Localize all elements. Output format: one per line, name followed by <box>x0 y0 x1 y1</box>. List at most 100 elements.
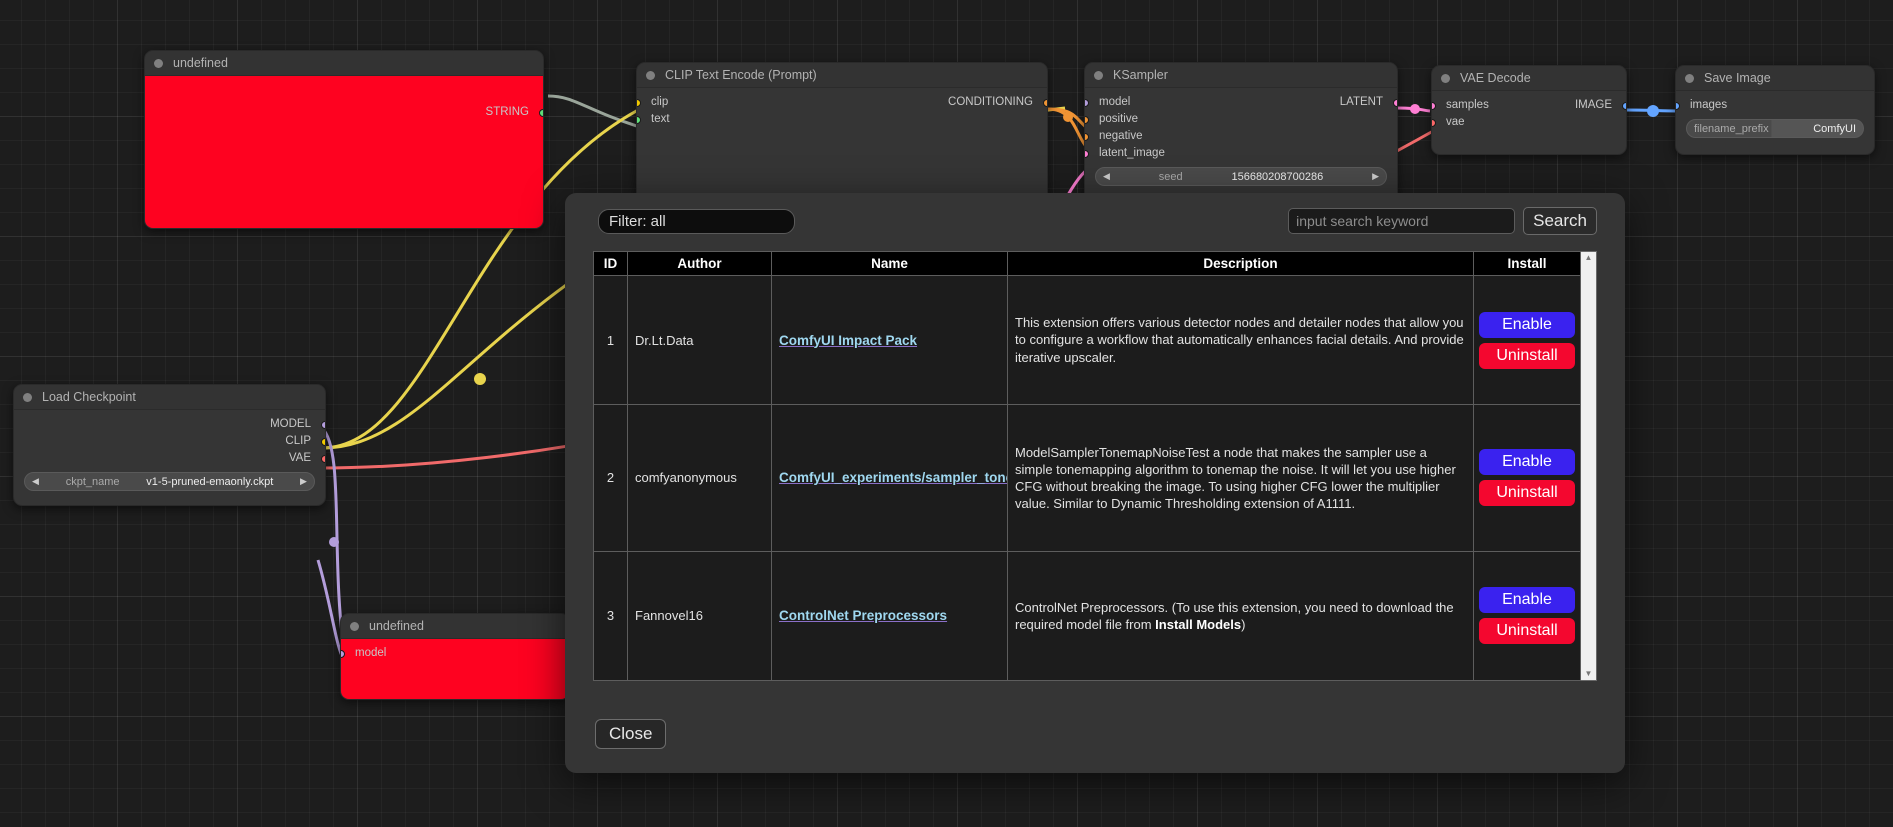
collapse-dot-icon[interactable] <box>1685 73 1694 83</box>
node-title-text: undefined <box>369 619 424 633</box>
collapse-dot-icon[interactable] <box>350 621 359 631</box>
node-title-bar[interactable]: Load Checkpoint <box>14 385 325 410</box>
cell-author: Fannovel16 <box>627 550 772 682</box>
extension-link[interactable]: ControlNet Preprocessors <box>779 608 948 624</box>
node-output-slot-conditioning[interactable]: CONDITIONING <box>637 94 1047 111</box>
table-scrollbar[interactable]: ▲ ▼ <box>1581 251 1597 681</box>
decrement-arrow-icon[interactable]: ◀ <box>1103 171 1110 181</box>
cell-description: This extension offers various detector n… <box>1007 274 1474 406</box>
extension-manager-dialog: Filter: allFilter: installedFilter: not … <box>565 193 1625 773</box>
enable-button[interactable]: Enable <box>1479 311 1575 338</box>
extension-table: ID Author Name Description Install 1 Dr.… <box>593 251 1581 682</box>
node-undefined-string[interactable]: undefined STRING <box>144 50 544 229</box>
node-load-checkpoint[interactable]: Load Checkpoint MODEL CLIP VAE ◀ ckpt_na… <box>13 384 326 506</box>
node-output-slot-image[interactable]: IMAGE <box>1432 97 1626 114</box>
node-vae-decode[interactable]: VAE Decode samples vae IMAGE <box>1431 65 1627 155</box>
slot-label: clip <box>651 96 669 108</box>
port-dot-icon[interactable] <box>539 108 543 117</box>
slot-label: CONDITIONING <box>948 96 1033 108</box>
uninstall-button[interactable]: Uninstall <box>1479 480 1575 507</box>
port-dot-icon[interactable] <box>1432 118 1436 127</box>
node-title-bar[interactable]: undefined <box>145 51 543 76</box>
extension-link[interactable]: ComfyUI Impact Pack <box>779 332 918 348</box>
node-clip-text-encode[interactable]: CLIP Text Encode (Prompt) clip text COND… <box>636 62 1048 209</box>
node-title-text: Load Checkpoint <box>42 390 136 404</box>
cell-id: 3 <box>593 550 628 682</box>
port-dot-icon[interactable] <box>1085 132 1089 141</box>
node-title-bar[interactable]: undefined <box>341 614 569 639</box>
seed-widget[interactable]: ◀ seed 156680208700286 ▶ <box>1095 167 1387 186</box>
node-title-text: KSampler <box>1113 68 1168 82</box>
node-input-slot-text[interactable]: text <box>637 111 1047 128</box>
node-output-slot-vae[interactable]: VAE <box>14 450 325 467</box>
uninstall-button[interactable]: Uninstall <box>1479 342 1575 369</box>
node-title-bar[interactable]: KSampler <box>1085 63 1397 88</box>
node-output-slot[interactable]: STRING <box>145 104 543 121</box>
slot-label: VAE <box>288 452 311 464</box>
close-button[interactable]: Close <box>595 719 667 749</box>
node-input-slot-positive[interactable]: positive <box>1085 111 1397 128</box>
node-title-bar[interactable]: CLIP Text Encode (Prompt) <box>637 63 1047 88</box>
node-output-slot-model[interactable]: MODEL <box>14 416 325 433</box>
node-input-slot-clip[interactable]: clip <box>637 94 1047 111</box>
filter-select[interactable]: Filter: allFilter: installedFilter: not … <box>598 208 795 234</box>
node-title-text: undefined <box>173 56 228 70</box>
node-title-bar[interactable]: VAE Decode <box>1432 66 1626 91</box>
cell-description: ModelSamplerTonemapNoiseTest a node that… <box>1007 404 1474 552</box>
collapse-dot-icon[interactable] <box>1441 73 1450 83</box>
collapse-dot-icon[interactable] <box>1094 70 1103 80</box>
node-input-slot-vae[interactable]: vae <box>1432 114 1626 131</box>
port-dot-icon[interactable] <box>1432 101 1436 110</box>
node-input-slot-latent-image[interactable]: latent_image <box>1085 145 1397 162</box>
scroll-up-arrow-icon[interactable]: ▲ <box>1584 253 1593 262</box>
node-input-slot-samples[interactable]: samples <box>1432 97 1626 114</box>
port-dot-icon[interactable] <box>1043 98 1047 107</box>
node-output-slot-latent[interactable]: LATENT <box>1085 94 1397 111</box>
search-input[interactable] <box>1288 208 1516 234</box>
node-output-slot-clip[interactable]: CLIP <box>14 433 325 450</box>
enable-button[interactable]: Enable <box>1479 587 1575 614</box>
node-undefined-model[interactable]: undefined model <box>340 613 570 700</box>
port-dot-icon[interactable] <box>1622 101 1626 110</box>
ckpt-name-widget[interactable]: ◀ ckpt_name v1-5-pruned-emaonly.ckpt ▶ <box>24 472 315 491</box>
node-title-bar[interactable]: Save Image <box>1676 66 1874 91</box>
cell-id: 1 <box>593 274 628 406</box>
port-dot-icon[interactable] <box>341 649 345 658</box>
increment-arrow-icon[interactable]: ▶ <box>300 476 307 486</box>
node-ksampler[interactable]: KSampler model positive negative latent_… <box>1084 62 1398 209</box>
node-save-image[interactable]: Save Image images filename_prefix ComfyU… <box>1675 65 1875 155</box>
port-dot-icon[interactable] <box>321 420 325 429</box>
cell-install: Enable Uninstall <box>1473 550 1581 682</box>
port-dot-icon[interactable] <box>1085 98 1089 107</box>
slot-label: IMAGE <box>1574 99 1612 111</box>
node-body: clip text CONDITIONING <box>637 88 1047 208</box>
increment-arrow-icon[interactable]: ▶ <box>1372 171 1379 181</box>
port-dot-icon[interactable] <box>321 437 325 446</box>
search-button[interactable]: Search <box>1523 207 1597 235</box>
node-input-slot-model[interactable]: model <box>1085 94 1397 111</box>
decrement-arrow-icon[interactable]: ◀ <box>32 476 39 486</box>
enable-button[interactable]: Enable <box>1479 449 1575 476</box>
cell-id: 2 <box>593 404 628 552</box>
collapse-dot-icon[interactable] <box>646 70 655 80</box>
extension-link[interactable]: ComfyUI_experiments/sampler_tonemap <box>779 470 1007 486</box>
node-body: STRING <box>145 76 543 228</box>
port-dot-icon[interactable] <box>637 98 641 107</box>
collapse-dot-icon[interactable] <box>23 392 32 402</box>
node-input-slot-negative[interactable]: negative <box>1085 128 1397 145</box>
column-header-name: Name <box>771 251 1008 276</box>
filename-prefix-widget[interactable]: filename_prefix ComfyUI <box>1686 119 1864 138</box>
port-dot-icon[interactable] <box>321 454 325 463</box>
node-title-text: Save Image <box>1704 71 1771 85</box>
port-dot-icon[interactable] <box>1085 115 1089 124</box>
column-header-install: Install <box>1473 251 1581 276</box>
scroll-down-arrow-icon[interactable]: ▼ <box>1584 669 1593 678</box>
port-dot-icon[interactable] <box>637 115 641 124</box>
collapse-dot-icon[interactable] <box>154 58 163 68</box>
uninstall-button[interactable]: Uninstall <box>1479 618 1575 645</box>
node-input-slot-images[interactable]: images <box>1676 97 1874 114</box>
node-input-slot-model[interactable]: model <box>341 645 569 662</box>
port-dot-icon[interactable] <box>1676 101 1680 110</box>
port-dot-icon[interactable] <box>1085 149 1089 158</box>
port-dot-icon[interactable] <box>1393 98 1397 107</box>
